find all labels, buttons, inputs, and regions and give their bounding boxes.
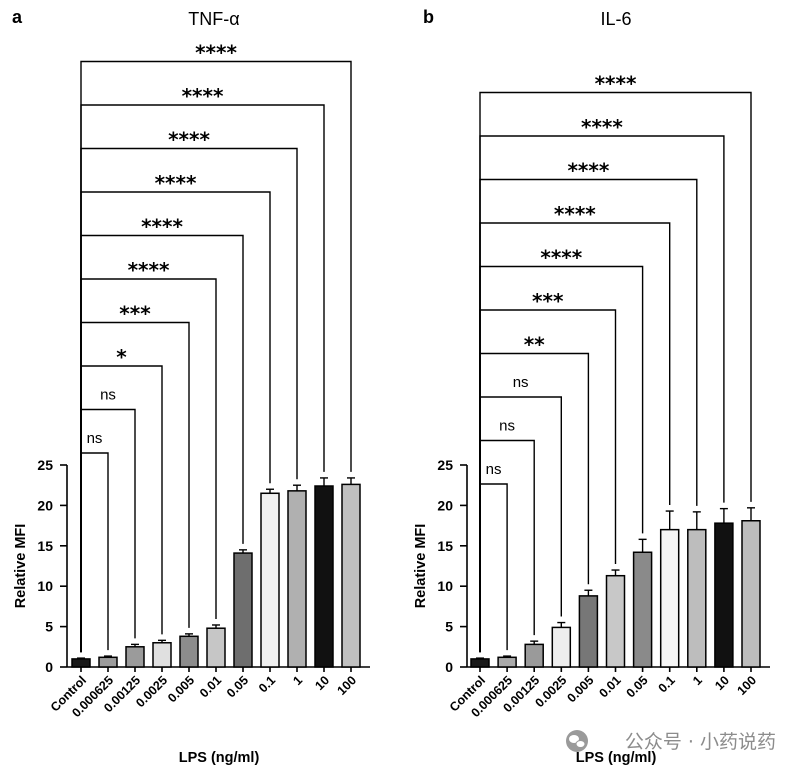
tnf-bar-100 (341, 483, 361, 668)
panel-tnf-alpha: a TNF-α Relative MFI LPS (ng/ml) 0 5 10 15 2… (12, 7, 370, 766)
il6-y-tick-label-25: 25 (437, 457, 453, 473)
il6-significance-label-100: **** (595, 72, 637, 96)
tnf-y-tick-label-15: 15 (37, 538, 53, 554)
il6-significance-label-0-00125: ns (499, 418, 515, 435)
tnf-bar-0-01 (206, 627, 226, 668)
tnf-significance-bracket-0-01 (80, 278, 217, 653)
il6-x-tick-label-0-005: 0.005 (565, 673, 597, 705)
il6-bar-0-000625 (497, 656, 517, 668)
tnf-significance-label-0-005: *** (119, 302, 151, 326)
il6-significance-bracket-0-0025 (479, 396, 562, 653)
tnf-y-tick-label-5: 5 (45, 619, 53, 635)
tnf-significance-bracket-100 (80, 60, 352, 653)
tnf-significance-label-0-01: **** (128, 258, 170, 282)
y-axis-label-il-6: Relative MFI (413, 524, 429, 609)
il6-x-tick-label-0-01: 0.01 (597, 673, 624, 700)
tnf-bar-control (71, 658, 91, 668)
wechat-logo-bubble (569, 735, 579, 743)
il6-bar-100 (741, 520, 761, 668)
tnf-y-tick-label-20: 20 (37, 497, 53, 513)
chart-title-tnf-alpha: TNF-α (188, 9, 239, 29)
il6-bar-control (470, 658, 490, 668)
tnf-significance-label-10: **** (182, 84, 224, 108)
il6-x-tick-label-0-1: 0.1 (656, 673, 678, 695)
il6-significance-label-0-1: **** (554, 202, 596, 226)
tnf-x-tick-label-0-005: 0.005 (165, 673, 197, 705)
il6-bar-0-00125 (524, 643, 544, 668)
il6-significance-label-10: **** (581, 115, 623, 139)
il6-bar-10 (714, 522, 734, 668)
il6-significance-label-0-05: **** (540, 246, 582, 270)
il6-x-tick-label-1: 1 (690, 673, 705, 688)
tnf-bar-0-0025 (152, 642, 172, 668)
tnf-x-tick-label-1: 1 (290, 673, 305, 688)
il6-bar-1 (687, 528, 707, 668)
tnf-x-tick-label-0-05: 0.05 (224, 673, 251, 700)
il6-x-tick-label-100: 100 (734, 673, 759, 698)
tnf-bar-0-005 (179, 635, 199, 668)
plot-area-il-6: 0510152025Control0.0006250.001250.00250.… (437, 72, 770, 720)
il6-significance-label-0-000625: ns (486, 461, 502, 478)
il6-significance-bracket-100 (479, 91, 752, 653)
y-axis-label-tnf-alpha: Relative MFI (13, 524, 29, 609)
tnf-significance-label-0-00125: ns (100, 387, 116, 404)
panel-letter-b: b (423, 7, 434, 27)
tnf-x-tick-label-0-01: 0.01 (197, 673, 224, 700)
tnf-significance-label-0-05: **** (141, 215, 183, 239)
tnf-y-tick-label-25: 25 (37, 457, 53, 473)
tnf-x-tick-label-100: 100 (334, 673, 359, 698)
il6-significance-label-0-005: ** (524, 333, 545, 357)
il6-bar-0-01 (605, 574, 626, 668)
il6-significance-label-0-0025: ns (513, 374, 529, 391)
il6-y-tick-label-0: 0 (445, 659, 453, 675)
tnf-bar-0-000625 (98, 656, 118, 668)
tnf-significance-label-0-0025: * (116, 345, 127, 369)
tnf-bar-10 (314, 485, 334, 668)
panel-il-6: b IL-6 Relative MFI LPS (ng/ml) 0 5 10 15 20… (413, 7, 770, 766)
tnf-significance-label-100: **** (195, 41, 237, 65)
il6-x-tick-label-10: 10 (712, 673, 732, 693)
watermark-text: 公众号 · 小药说药 (625, 731, 776, 753)
tnf-significance-label-0-000625: ns (87, 430, 103, 447)
wechat-logo-bubble (575, 740, 586, 748)
tnf-y-tick-label-0: 0 (45, 659, 53, 675)
il6-bar-0-05 (632, 551, 653, 668)
chart-title-il-6: IL-6 (600, 9, 631, 29)
il6-bar-0-0025 (551, 626, 572, 668)
il6-x-tick-label-0-05: 0.05 (624, 673, 651, 700)
tnf-bar-0-00125 (125, 646, 145, 668)
il6-x-tick-label-0-0025: 0.0025 (532, 673, 569, 710)
watermark: 公众号 · 小药说药 (566, 730, 776, 753)
plot-area-tnf-alpha: 0510152025Control0.0006250.001250.00250.… (37, 41, 370, 720)
tnf-significance-bracket-0-000625 (80, 452, 109, 653)
il6-y-tick-label-20: 20 (437, 497, 453, 513)
tnf-significance-label-1: **** (168, 128, 210, 152)
il6-y-tick-label-10: 10 (437, 578, 453, 594)
tnf-y-tick-label-10: 10 (37, 578, 53, 594)
il6-significance-bracket-0-000625 (479, 483, 508, 653)
il6-significance-label-0-01: *** (532, 289, 564, 313)
wechat-logo-icon (566, 730, 588, 752)
tnf-significance-label-0-1: **** (155, 171, 197, 195)
il6-bar-0-1 (659, 528, 680, 668)
tnf-x-tick-label-0-1: 0.1 (256, 673, 278, 695)
x-axis-label-il-6: LPS (ng/ml) (576, 750, 657, 766)
tnf-x-tick-label-10: 10 (312, 673, 332, 693)
tnf-bar-0-05 (233, 552, 253, 668)
panel-letter-a: a (12, 7, 23, 27)
tnf-bar-1 (287, 490, 307, 668)
x-axis-label-tnf-alpha: LPS (ng/ml) (179, 750, 260, 766)
il6-bar-0-005 (578, 595, 599, 668)
il6-y-tick-label-15: 15 (437, 538, 453, 554)
tnf-bar-0-1 (260, 492, 280, 668)
il6-y-tick-label-5: 5 (445, 619, 453, 635)
il6-significance-label-1: **** (567, 159, 609, 183)
